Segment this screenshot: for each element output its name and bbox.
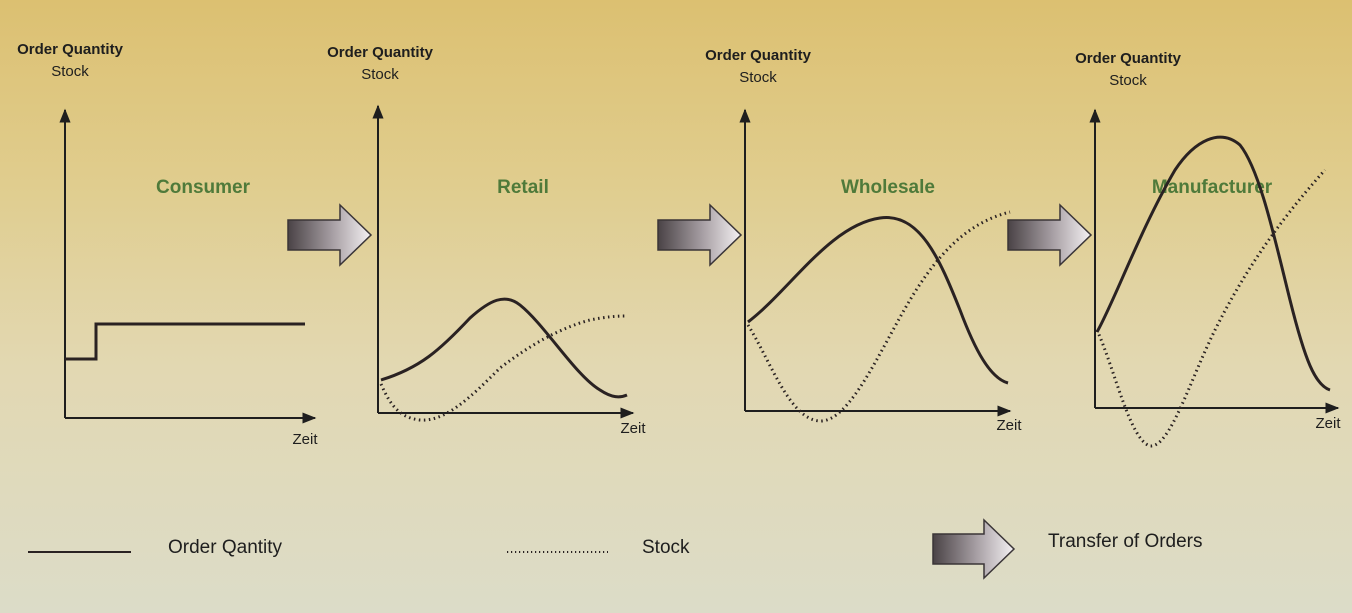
- y-axis-label: Order Quantity: [327, 44, 434, 61]
- transfer-arrow-icon: [287, 203, 373, 267]
- y-axis-sublabel: Stock: [51, 63, 89, 80]
- legend-transfer-arrow-icon: [932, 518, 1016, 580]
- y-axis-label: Order Quantity: [17, 41, 124, 58]
- transfer-arrow-icon: [657, 203, 743, 267]
- x-axis-label: Zeit: [620, 420, 646, 437]
- x-axis-label: Zeit: [996, 417, 1022, 434]
- legend: Order Qantity Stock Transfer of Orders: [28, 518, 1203, 580]
- stage-label: Manufacturer: [1152, 177, 1273, 198]
- legend-transfer: Transfer of Orders: [1048, 531, 1203, 552]
- panel-manufacturer: Order Quantity Stock Zeit Manufacturer: [1075, 50, 1341, 448]
- stage-label: Wholesale: [841, 177, 935, 198]
- stock-curve: [379, 314, 628, 422]
- stage-label: Retail: [497, 177, 549, 198]
- panel-consumer: Order Quantity Stock Zeit Consumer: [17, 41, 318, 448]
- y-axis-sublabel: Stock: [361, 66, 399, 83]
- stock-curve: [746, 210, 1011, 423]
- y-axis-sublabel: Stock: [1109, 72, 1147, 89]
- stage-label: Consumer: [156, 177, 251, 198]
- order-quantity-curve: [1095, 135, 1331, 392]
- panel-retail: Order Quantity Stock Zeit Retail: [327, 44, 646, 437]
- order-quantity-curve: [380, 297, 628, 399]
- y-axis-sublabel: Stock: [739, 69, 777, 86]
- order-quantity-line: [65, 322, 305, 361]
- panel-wholesale: Order Quantity Stock Zeit Wholesale: [705, 47, 1022, 434]
- legend-order-quantity: Order Qantity: [168, 537, 283, 558]
- x-axis-label: Zeit: [1315, 415, 1341, 432]
- y-axis-label: Order Quantity: [1075, 50, 1182, 67]
- y-axis-label: Order Quantity: [705, 47, 812, 64]
- transfer-arrow-icon: [1007, 203, 1093, 267]
- order-quantity-curve: [747, 216, 1009, 385]
- x-axis-label: Zeit: [292, 431, 318, 448]
- stock-curve: [1095, 168, 1327, 448]
- legend-stock: Stock: [642, 537, 690, 558]
